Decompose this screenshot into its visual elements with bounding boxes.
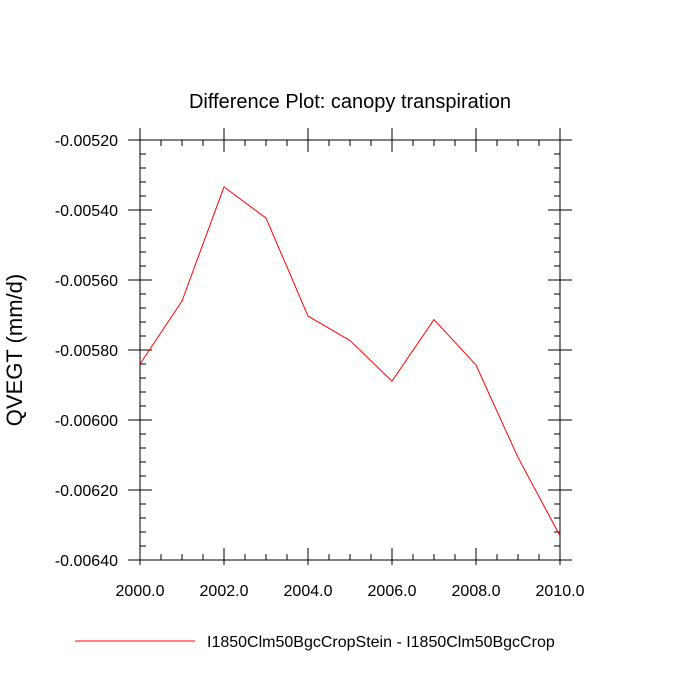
- y-tick-label: -0.00560: [55, 273, 118, 290]
- y-tick-label: -0.00540: [55, 203, 118, 220]
- y-tick-label: -0.00520: [55, 133, 118, 150]
- x-tick-label: 2006.0: [368, 583, 417, 600]
- series-line: [139, 186, 561, 537]
- x-tick-label: 2002.0: [200, 583, 249, 600]
- x-tick-label: 2004.0: [284, 583, 333, 600]
- x-tick-label: 2000.0: [116, 583, 165, 600]
- y-tick-label: -0.00620: [55, 483, 118, 500]
- legend-label: I1850Clm50BgcCropStein - I1850Clm50BgcCr…: [207, 634, 555, 651]
- y-axis-label: QVEGT (mm/d): [2, 274, 27, 426]
- y-tick-label: -0.00640: [55, 553, 118, 570]
- x-tick-label: 2010.0: [536, 583, 585, 600]
- legend: I1850Clm50BgcCropStein - I1850Clm50BgcCr…: [75, 634, 555, 651]
- plot-frame: [139, 139, 561, 561]
- axis-ticks: 2000.0 2002.0 2004.0 2006.0 2008.0 2010.0 -0.0…: [55, 128, 585, 600]
- x-tick-label: 2008.0: [452, 583, 501, 600]
- y-tick-label: -0.00580: [55, 343, 118, 360]
- chart-title: Difference Plot: canopy transpiration: [189, 91, 511, 113]
- series-lines: [139, 186, 561, 537]
- y-tick-label: -0.00600: [55, 413, 118, 430]
